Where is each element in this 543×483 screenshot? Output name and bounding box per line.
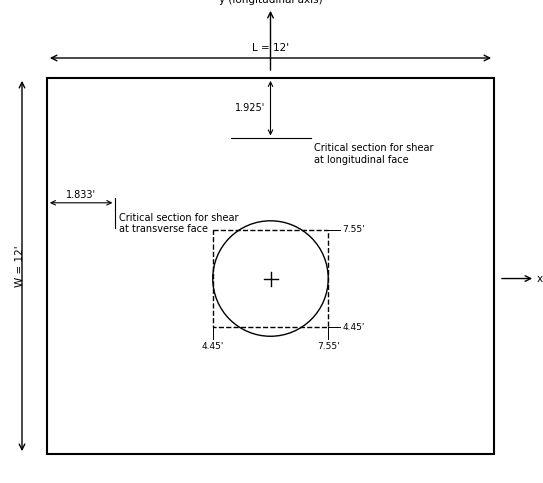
Text: W = 12': W = 12' [15,245,25,287]
Text: x (transverse axis): x (transverse axis) [537,273,543,284]
Text: L = 12': L = 12' [252,43,289,53]
Text: 4.45': 4.45' [342,323,364,332]
Text: 4.45': 4.45' [201,342,224,351]
Ellipse shape [213,221,328,336]
Text: y (longitudinal axis): y (longitudinal axis) [219,0,323,5]
Bar [213,230,328,327]
Bar [47,78,494,454]
Text: 7.55': 7.55' [317,342,339,351]
Text: Critical section for shear
at transverse face: Critical section for shear at transverse… [119,213,239,234]
Text: Critical section for shear
at longitudinal face: Critical section for shear at longitudin… [313,143,433,165]
Text: 1.833': 1.833' [66,190,96,200]
Text: 7.55': 7.55' [342,226,365,234]
Text: 1.925': 1.925' [235,103,266,113]
